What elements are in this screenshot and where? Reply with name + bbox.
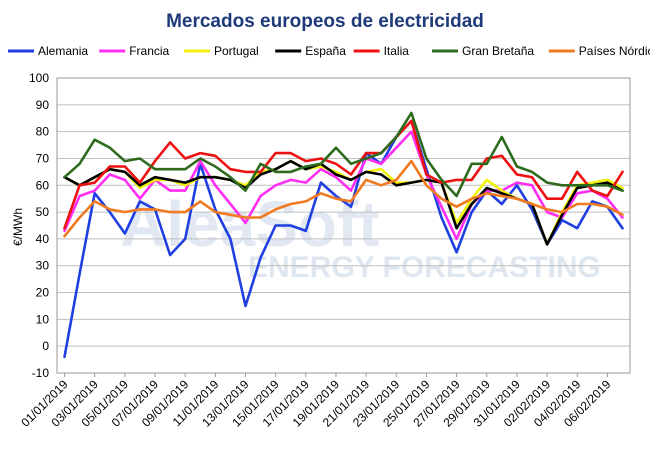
y-axis-label: €/MWh xyxy=(11,208,25,246)
y-axis-ticks: -10 0 10 20 30 40 50 60 70 80 90 100 xyxy=(29,71,49,380)
y-tick-label: 20 xyxy=(36,286,50,300)
y-tick-label: 70 xyxy=(36,151,50,165)
series-line-gran-bretaña xyxy=(63,111,624,198)
plot-area xyxy=(63,111,624,359)
grid xyxy=(56,77,631,374)
watermark-subtitle-text: ENERGY FORECASTING xyxy=(248,251,601,284)
y-tick-label: 100 xyxy=(29,71,49,85)
series-line-italia xyxy=(63,119,624,230)
legend-label: Países Nórdicos xyxy=(579,44,650,58)
chart-title: Mercados europeos de electricidad xyxy=(166,11,484,32)
legend-item: Portugal xyxy=(184,44,259,58)
legend-label: Alemania xyxy=(38,44,88,58)
legend-label: España xyxy=(305,44,346,58)
legend-label: Gran Bretaña xyxy=(462,44,534,58)
y-tick-label: -10 xyxy=(32,366,50,380)
series-line-francia xyxy=(63,130,624,241)
x-axis-ticks: 01/01/201903/01/201905/01/201907/01/2019… xyxy=(18,373,614,430)
y-tick-label: 50 xyxy=(36,205,50,219)
legend-label: Portugal xyxy=(214,44,259,58)
legend-label: Francia xyxy=(129,44,169,58)
series-line-países-nórdicos xyxy=(63,159,624,238)
y-tick-label: 60 xyxy=(36,178,50,192)
legend: Alemania Francia Portugal España Italia Gran … xyxy=(8,44,650,58)
legend-label: Italia xyxy=(384,44,410,58)
legend-item: Francia xyxy=(99,44,170,58)
y-tick-label: 10 xyxy=(36,312,50,326)
legend-item: España xyxy=(275,44,346,58)
y-tick-label: 80 xyxy=(36,125,50,139)
legend-item: Italia xyxy=(353,44,410,58)
y-tick-label: 30 xyxy=(36,259,50,273)
legend-item: Países Nórdicos xyxy=(548,44,650,58)
y-tick-label: 90 xyxy=(36,98,50,112)
y-tick-label: 40 xyxy=(36,232,50,246)
y-tick-label: 0 xyxy=(42,339,49,353)
legend-item: Alemania xyxy=(8,44,88,58)
plot-border xyxy=(56,77,631,374)
legend-item: Gran Bretaña xyxy=(432,44,534,58)
